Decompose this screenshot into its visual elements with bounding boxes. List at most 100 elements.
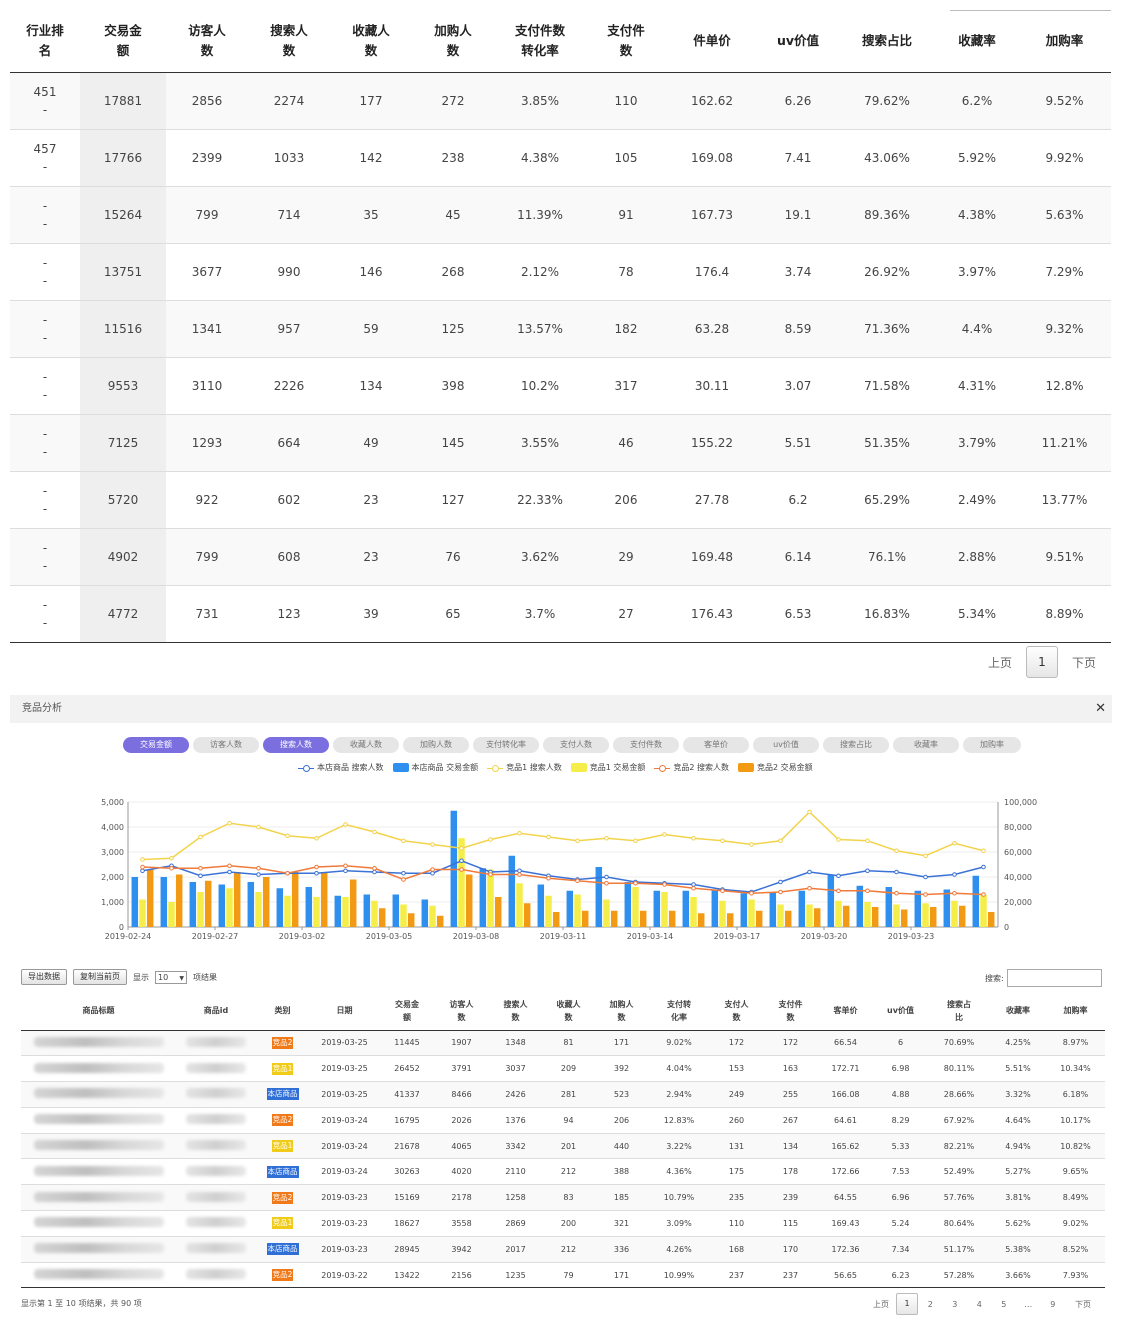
column-header[interactable]: 加购率 <box>1018 10 1111 73</box>
legend-item[interactable]: 竞品1 搜索人数 <box>487 762 562 773</box>
metric-pill[interactable]: 加购率 <box>963 737 1021 753</box>
bar-mark <box>131 877 139 927</box>
page-link[interactable]: 3 <box>952 1299 958 1309</box>
column-header[interactable]: 搜索人数 <box>248 10 330 73</box>
bar-mark <box>189 882 197 927</box>
legend-item[interactable]: 竞品2 搜索人数 <box>654 762 729 773</box>
next-page-link[interactable]: 下页 <box>1071 655 1096 670</box>
column-header[interactable]: 加购率 <box>1046 992 1105 1031</box>
column-header[interactable]: 访客人数 <box>434 992 489 1031</box>
metric-pill[interactable]: 访客人数 <box>193 737 259 753</box>
column-header[interactable]: 支付件数 转化率 <box>494 10 586 73</box>
column-header[interactable]: 交易金额 <box>380 992 434 1031</box>
x-tick-label: 2019-03-02 <box>279 932 326 941</box>
table-cell: 3791 <box>434 1055 489 1083</box>
column-header[interactable]: 加购人数 <box>412 10 494 73</box>
rank-cell: -- <box>10 357 80 415</box>
prev-page-link[interactable]: 上页 <box>873 1299 889 1309</box>
bar-mark <box>487 869 494 927</box>
column-header[interactable]: 搜索占比 <box>838 10 936 73</box>
column-header[interactable]: 访客人数 <box>166 10 248 73</box>
page-size-select[interactable]: 10 <box>155 970 187 984</box>
legend-item[interactable]: 本店商品 交易金额 <box>392 762 478 773</box>
table-row: 451-17881 2856 2274 177 272 3.85% 110 162.62 6.2… <box>10 72 1111 130</box>
column-header[interactable]: 行业排名 <box>10 10 80 73</box>
column-header[interactable]: 日期 <box>309 992 380 1031</box>
metric-pill[interactable]: 支付人数 <box>543 737 609 753</box>
line-point <box>256 872 261 877</box>
table-cell: 392 <box>595 1055 648 1083</box>
table-cell: 142 <box>330 129 412 187</box>
metric-pill[interactable]: 加购人数 <box>403 737 469 753</box>
column-header[interactable]: uv价值 <box>758 10 838 73</box>
product-title-cell <box>21 1158 176 1186</box>
table-cell: 6.96 <box>873 1184 928 1212</box>
bar-mark <box>755 910 763 927</box>
metric-pill[interactable]: 收藏率 <box>893 737 959 753</box>
column-header[interactable]: 搜索占比 <box>928 992 990 1031</box>
legend-item[interactable]: 竞品1 交易金额 <box>570 762 645 773</box>
metric-pill[interactable]: 搜索人数 <box>263 737 329 753</box>
page-link[interactable]: 4 <box>976 1299 982 1309</box>
prev-page-link[interactable]: 上页 <box>987 655 1012 670</box>
column-header[interactable]: 件单价 <box>666 10 758 73</box>
table-cell: 317 <box>586 357 666 415</box>
page-link[interactable]: 9 <box>1050 1299 1056 1309</box>
column-header[interactable]: 商品id <box>176 992 256 1031</box>
bar-mark <box>842 905 850 927</box>
page-link[interactable]: … <box>1024 1299 1033 1309</box>
column-header[interactable]: 交易金额 <box>80 10 166 73</box>
metric-pill[interactable]: 搜索占比 <box>823 737 889 753</box>
column-header[interactable]: 客单价 <box>818 992 873 1031</box>
column-header[interactable]: 支付件数 <box>763 992 818 1031</box>
next-page-link[interactable]: 下页 <box>1075 1299 1091 1309</box>
legend-item[interactable]: 竞品2 交易金额 <box>738 762 813 773</box>
metric-pill[interactable]: 客单价 <box>683 737 749 753</box>
column-header[interactable]: 收藏率 <box>990 992 1046 1031</box>
column-header[interactable]: 商品标题 <box>21 992 176 1031</box>
current-page-button[interactable]: 1 <box>896 1293 918 1315</box>
current-page-button[interactable]: 1 <box>1026 646 1058 678</box>
column-header[interactable]: 收藏人数 <box>542 992 595 1031</box>
table-cell: 1033 <box>248 129 330 187</box>
copy-page-button[interactable]: 复制当前页 <box>73 969 127 985</box>
metric-pill[interactable]: 交易金额 <box>123 737 189 753</box>
category-tag: 本店商品 <box>266 1243 299 1256</box>
column-header[interactable]: 类别 <box>256 992 309 1031</box>
table-row: - -13751 3677 990 146 268 2.12% 78 176.4 3.74 26.9… <box>10 243 1111 301</box>
legend-item[interactable]: 本店商品 搜索人数 <box>298 762 384 773</box>
page-link[interactable]: 2 <box>927 1299 933 1309</box>
product-title-cell <box>21 1133 176 1160</box>
table-cell: 6.2 <box>758 471 838 529</box>
close-icon[interactable]: ✕ <box>1095 701 1106 716</box>
metric-pill[interactable]: uv价值 <box>753 737 819 753</box>
table-cell: 182 <box>586 300 666 358</box>
export-button[interactable]: 导出数据 <box>21 969 67 985</box>
column-header[interactable]: 支付人数 <box>710 992 763 1031</box>
column-header[interactable]: 支付件数 <box>586 10 666 73</box>
table-cell: 30263 <box>380 1158 434 1186</box>
metric-pill[interactable]: 收藏人数 <box>333 737 399 753</box>
product-id-cell <box>176 1133 256 1160</box>
line-point <box>923 892 928 897</box>
metric-pill[interactable]: 支付转化率 <box>473 737 539 753</box>
rank-cell: -- <box>10 243 80 301</box>
column-header[interactable]: 搜索人数 <box>489 992 542 1031</box>
bar-mark <box>581 910 589 927</box>
line-point <box>691 882 696 887</box>
table-cell: 1235 <box>489 1262 542 1289</box>
table-cell: 4772 <box>80 585 166 643</box>
table-cell: 3677 <box>166 243 248 301</box>
line-point <box>604 835 609 841</box>
page-link[interactable]: 5 <box>1001 1299 1007 1309</box>
column-header[interactable]: 收藏人数 <box>330 10 412 73</box>
column-header[interactable]: uv价值 <box>873 992 928 1031</box>
metric-pill[interactable]: 支付件数 <box>613 737 679 753</box>
table-cell: 3.32% <box>990 1081 1046 1108</box>
column-header[interactable]: 收藏率 <box>936 10 1018 73</box>
column-header[interactable]: 支付转 化率 <box>648 992 710 1031</box>
table-cell: 602 <box>248 471 330 529</box>
column-header[interactable]: 加购人数 <box>595 992 648 1031</box>
search-input[interactable] <box>1006 969 1102 987</box>
y-right-tick: 80,000 <box>1004 823 1032 832</box>
